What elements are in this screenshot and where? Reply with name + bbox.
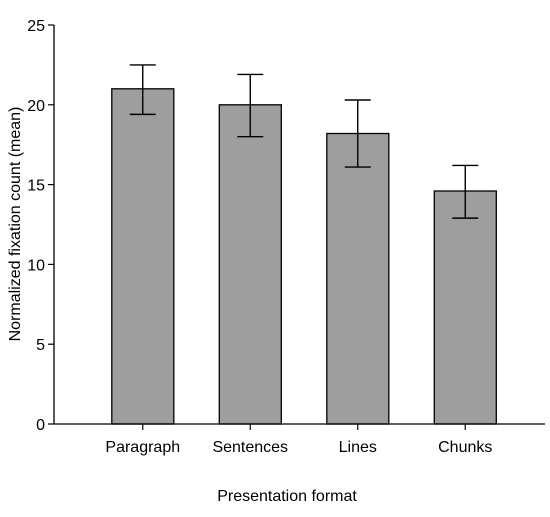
y-tick-label-25: 25 <box>27 18 45 35</box>
x-tick-label-lines: Lines <box>339 439 377 456</box>
x-tick-label-sentences: Sentences <box>212 439 288 456</box>
error-bar-sentences <box>237 73 264 138</box>
error-bar-lines <box>344 99 371 168</box>
labels-layer: Paragraph Sentences Lines Chunks 0 5 10 15 20 25 <box>27 18 492 456</box>
bars-layer <box>111 88 497 425</box>
x-tick-label-paragraph: Paragraph <box>105 439 180 456</box>
error-bars-layer <box>129 64 479 219</box>
y-tick-label-15: 15 <box>27 178 45 195</box>
bar-lines <box>326 132 390 425</box>
y-tick-label-5: 5 <box>36 337 45 354</box>
bar-sentences <box>218 104 282 425</box>
y-axis-title: Normalized fixation count (mean) <box>7 107 24 342</box>
x-tick-label-chunks: Chunks <box>438 439 492 456</box>
bar-paragraph <box>111 88 175 425</box>
y-tick-label-0: 0 <box>36 417 45 434</box>
y-tick-label-10: 10 <box>27 257 45 274</box>
error-bar-chunks <box>452 164 479 219</box>
axes-layer <box>48 24 545 430</box>
x-axis-title: Presentation format <box>217 488 357 505</box>
error-bar-paragraph <box>129 64 156 116</box>
y-tick-label-20: 20 <box>27 98 45 115</box>
bar-chunks <box>433 190 497 425</box>
